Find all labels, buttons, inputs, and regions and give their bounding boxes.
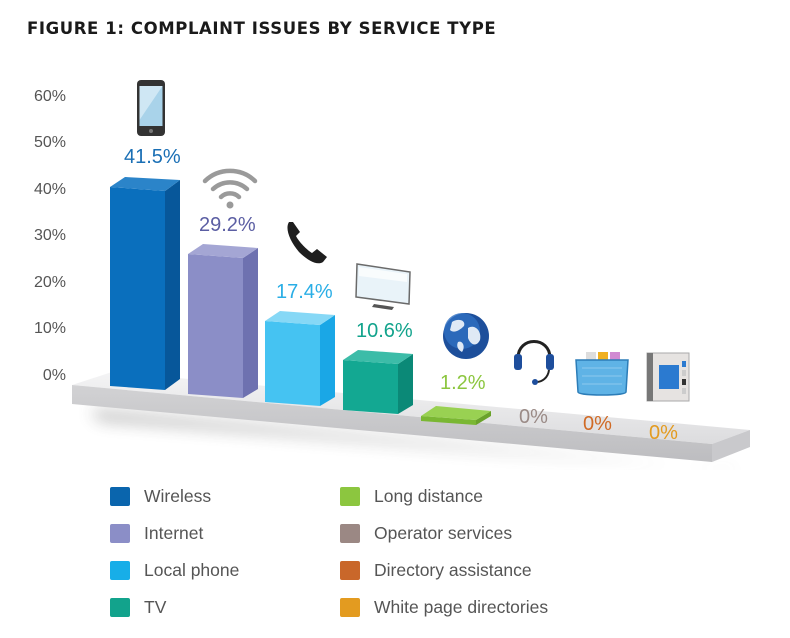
legend-item-operator-services: Operator services — [340, 523, 512, 544]
file-folder-icon — [575, 352, 629, 396]
legend-label: White page directories — [374, 597, 549, 617]
smartphone-icon — [137, 80, 165, 136]
legend-item-internet: Internet — [110, 523, 203, 544]
headset-icon — [514, 340, 554, 385]
legend-label: Local phone — [144, 560, 240, 580]
y-tick-40: 40% — [33, 181, 66, 198]
legend-label: Operator services — [374, 523, 513, 543]
value-label-operator-services: 0% — [519, 406, 548, 428]
globe-icon — [443, 313, 489, 359]
y-tick-0: 0% — [42, 367, 66, 384]
telephone-handset-icon — [287, 222, 327, 264]
legend-swatch — [110, 487, 130, 506]
legend-label: Long distance — [374, 486, 483, 506]
bar-internet[interactable] — [188, 244, 258, 398]
wifi-icon — [202, 168, 258, 209]
y-tick-20: 20% — [33, 274, 66, 291]
value-label-tv: 10.6% — [356, 320, 413, 342]
tv-icon — [355, 263, 411, 310]
bar-tv[interactable] — [343, 350, 413, 414]
y-tick-60: 60% — [33, 88, 66, 105]
legend-swatch — [340, 598, 360, 617]
legend-label: TV — [144, 597, 167, 617]
legend-swatch — [110, 524, 130, 543]
legend-swatch — [340, 524, 360, 543]
legend-label: Internet — [144, 523, 204, 543]
legend-item-white-page-directories: White page directories — [340, 597, 548, 618]
legend-item-long-distance: Long distance — [340, 486, 483, 507]
legend-item-tv: TV — [110, 597, 166, 618]
value-label-directory-assistance: 0% — [583, 413, 612, 435]
legend-swatch — [110, 598, 130, 617]
legend-label: Wireless — [144, 486, 212, 506]
bar-plot-area — [72, 80, 750, 470]
chart-title: FIGURE 1: COMPLAINT ISSUES BY SERVICE TY… — [27, 19, 497, 38]
legend-item-local-phone: Local phone — [110, 560, 239, 581]
legend-swatch — [340, 487, 360, 506]
y-tick-50: 50% — [33, 134, 66, 151]
legend-swatch — [340, 561, 360, 580]
value-label-local-phone: 17.4% — [276, 281, 333, 303]
bar-local-phone[interactable] — [265, 311, 335, 406]
value-label-wireless: 41.5% — [124, 146, 181, 168]
y-tick-10: 10% — [33, 320, 66, 337]
legend-item-wireless: Wireless — [110, 486, 211, 507]
legend-item-directory-assistance: Directory assistance — [340, 560, 532, 581]
value-label-white-page-directories: 0% — [649, 422, 678, 444]
directory-book-icon — [646, 352, 690, 402]
legend-label: Directory assistance — [374, 560, 532, 580]
bar-wireless[interactable] — [110, 177, 180, 390]
y-tick-30: 30% — [33, 227, 66, 244]
bar-long-distance[interactable] — [421, 406, 491, 425]
value-label-internet: 29.2% — [199, 214, 256, 236]
value-label-long-distance: 1.2% — [440, 372, 486, 394]
legend-swatch — [110, 561, 130, 580]
